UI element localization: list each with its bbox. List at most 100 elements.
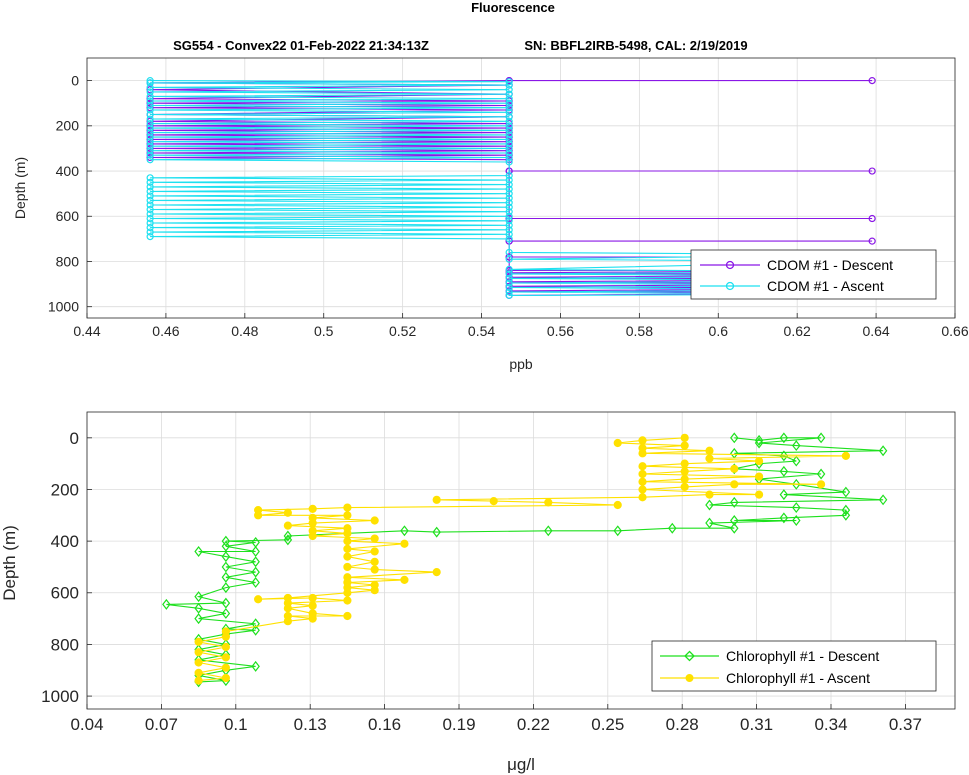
cdom-point-descent bbox=[146, 126, 154, 134]
cdom-point-ascent bbox=[505, 217, 513, 225]
chlorophyll-axes-box bbox=[86, 411, 956, 710]
cdom-point-ascent bbox=[146, 219, 154, 227]
chlorophyll-x-tick-label: 0.1 bbox=[224, 715, 248, 734]
cdom-point-ascent bbox=[505, 212, 513, 220]
chlorophyll-legend-label-descent: Chlorophyll #1 - Descent bbox=[726, 648, 879, 664]
chlorophyll-x-axis-label: μg/l bbox=[507, 755, 535, 774]
chlorophyll-legend-box bbox=[651, 640, 937, 692]
chlorophyll-point-ascent bbox=[343, 503, 352, 512]
chlorophyll-point-ascent bbox=[400, 539, 409, 548]
cdom-point-ascent bbox=[146, 187, 154, 195]
cdom-point-ascent bbox=[146, 151, 154, 159]
chlorophyll-point-descent bbox=[194, 591, 203, 603]
chlorophyll-point-ascent bbox=[680, 441, 689, 450]
cdom-x-tick-label: 0.5 bbox=[314, 323, 334, 339]
cdom-point-ascent bbox=[505, 140, 513, 148]
chlorophyll-point-descent bbox=[251, 566, 260, 578]
chlorophyll-point-ascent bbox=[194, 668, 203, 677]
figure-subtitle-left: SG554 - Convex22 01-Feb-2022 21:34:13Z bbox=[173, 38, 429, 53]
chlorophyll-point-descent bbox=[221, 571, 231, 583]
chlorophyll-point-ascent bbox=[254, 595, 263, 604]
chlorophyll-point-ascent bbox=[638, 485, 647, 494]
chlorophyll-x-tick-label: 0.37 bbox=[889, 715, 922, 734]
cdom-point-ascent bbox=[505, 194, 513, 202]
cdom-point-descent bbox=[505, 138, 513, 146]
cdom-point-descent bbox=[505, 147, 513, 155]
cdom-point-ascent bbox=[505, 190, 513, 198]
chlorophyll-legend-label-ascent: Chlorophyll #1 - Ascent bbox=[726, 670, 870, 686]
cdom-point-ascent bbox=[146, 133, 154, 141]
chlorophyll-legend-marker-descent bbox=[684, 650, 695, 662]
cdom-point-ascent bbox=[146, 88, 154, 96]
chlorophyll-y-tick-label: 1000 bbox=[41, 687, 79, 706]
chlorophyll-point-ascent bbox=[680, 475, 689, 484]
chlorophyll-point-descent bbox=[221, 561, 231, 573]
cdom-y-tick-label: 200 bbox=[56, 118, 80, 134]
chlorophyll-point-descent bbox=[251, 556, 260, 568]
chlorophyll-point-descent bbox=[221, 551, 231, 563]
chlorophyll-point-descent bbox=[283, 534, 293, 546]
cdom-point-ascent bbox=[505, 291, 513, 299]
chlorophyll-point-ascent bbox=[613, 438, 622, 448]
cdom-point-ascent bbox=[505, 153, 513, 162]
chlorophyll-point-descent bbox=[705, 499, 714, 511]
chlorophyll-point-ascent bbox=[283, 508, 292, 517]
chlorophyll-point-ascent bbox=[705, 490, 714, 499]
cdom-point-ascent bbox=[505, 235, 513, 243]
chlorophyll-point-ascent bbox=[638, 493, 647, 502]
cdom-point-descent bbox=[868, 214, 876, 223]
chlorophyll-x-tick-label: 0.31 bbox=[740, 715, 773, 734]
chlorophyll-y-tick-label: 0 bbox=[70, 429, 79, 448]
chlorophyll-legend: Chlorophyll #1 - Descent Chlorophyll #1 … bbox=[651, 640, 937, 692]
cdom-x-tick-label: 0.48 bbox=[231, 323, 258, 339]
chlorophyll-series-ascent bbox=[194, 433, 850, 685]
cdom-point-descent bbox=[146, 153, 154, 162]
cdom-point-descent bbox=[505, 101, 513, 110]
chlorophyll-x-tick-label: 0.16 bbox=[368, 715, 401, 734]
chlorophyll-point-descent bbox=[613, 525, 622, 537]
cdom-point-ascent bbox=[505, 230, 513, 238]
cdom-point-ascent bbox=[505, 283, 513, 292]
cdom-point-ascent bbox=[505, 144, 513, 153]
cdom-x-tick-label: 0.64 bbox=[862, 323, 889, 339]
cdom-x-axis-label: ppb bbox=[509, 356, 533, 372]
cdom-point-descent bbox=[146, 99, 154, 107]
chlorophyll-point-ascent bbox=[283, 521, 292, 530]
chlorophyll-point-ascent bbox=[638, 462, 647, 471]
chlorophyll-point-ascent bbox=[343, 573, 352, 582]
chlorophyll-point-ascent bbox=[254, 506, 263, 515]
cdom-point-ascent bbox=[505, 255, 513, 263]
chlorophyll-point-ascent bbox=[343, 552, 352, 561]
chlorophyll-point-descent bbox=[730, 432, 739, 444]
chlorophyll-point-descent bbox=[194, 613, 203, 625]
cdom-point-ascent bbox=[146, 196, 154, 205]
chlorophyll-point-ascent bbox=[705, 446, 714, 455]
chlorophyll-point-ascent bbox=[283, 593, 292, 603]
chlorophyll-legend-marker-ascent bbox=[685, 674, 694, 682]
chlorophyll-x-tick-label: 0.04 bbox=[70, 715, 103, 734]
cdom-y-tick-label: 600 bbox=[56, 208, 80, 224]
chlorophyll-point-descent bbox=[878, 494, 888, 506]
cdom-point-ascent bbox=[505, 131, 513, 139]
cdom-point-descent bbox=[146, 95, 154, 103]
chlorophyll-point-ascent bbox=[680, 482, 689, 491]
cdom-point-ascent bbox=[146, 129, 154, 137]
cdom-point-ascent bbox=[146, 119, 154, 128]
cdom-point-descent bbox=[505, 253, 513, 261]
chlorophyll-point-descent bbox=[194, 545, 203, 557]
chlorophyll-x-tick-label: 0.25 bbox=[591, 715, 624, 734]
cdom-point-descent bbox=[146, 149, 154, 157]
chlorophyll-point-descent bbox=[162, 598, 171, 610]
cdom-point-ascent bbox=[505, 274, 513, 283]
chlorophyll-point-descent bbox=[841, 504, 851, 516]
chlorophyll-point-descent bbox=[705, 517, 714, 529]
chlorophyll-point-descent bbox=[432, 526, 441, 538]
cdom-point-ascent bbox=[505, 279, 513, 287]
chlorophyll-point-descent bbox=[194, 602, 203, 614]
chlorophyll-point-ascent bbox=[754, 456, 764, 466]
chlorophyll-point-ascent bbox=[308, 601, 317, 610]
chlorophyll-x-tick-label: 0.19 bbox=[442, 715, 475, 734]
cdom-point-ascent bbox=[505, 108, 513, 116]
chlorophyll-point-ascent bbox=[343, 611, 352, 621]
